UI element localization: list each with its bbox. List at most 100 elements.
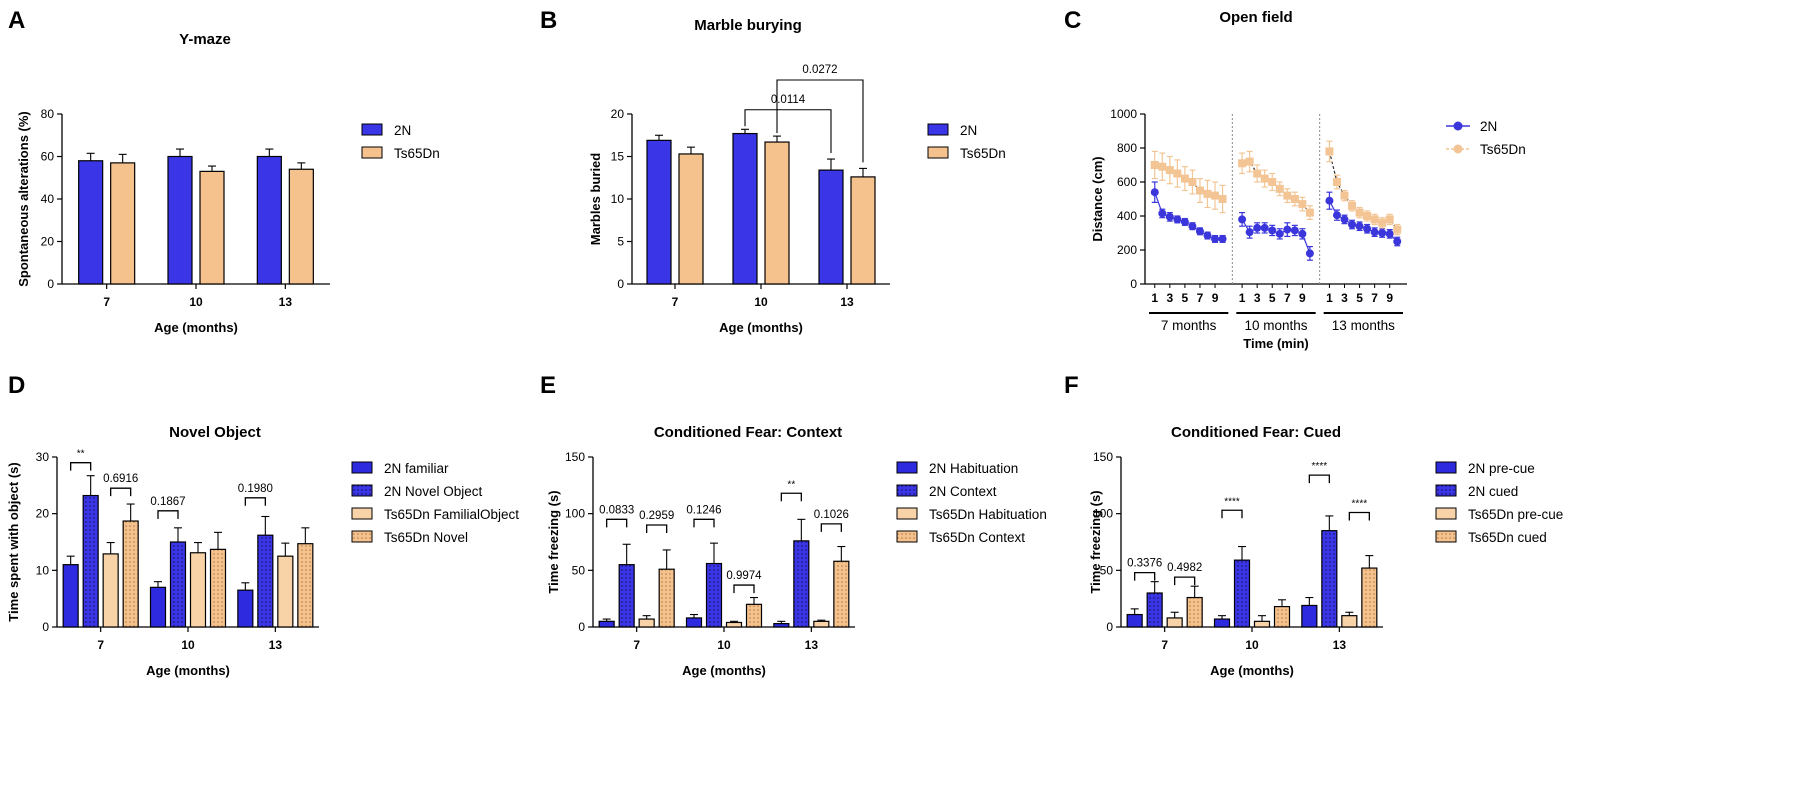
data-point (1325, 147, 1334, 156)
legend-label: 2N Context (929, 484, 997, 499)
significance-bracket (1134, 571, 1156, 581)
x-tick-label: 10 (754, 295, 768, 309)
significance-label: 0.1026 (814, 509, 849, 521)
data-point (1370, 215, 1379, 224)
x-tick-label: 13 (269, 638, 283, 652)
panel-title: Marble burying (694, 17, 802, 34)
significance-label: **** (1224, 496, 1240, 507)
bar (646, 139, 672, 285)
x-tick-label: 5 (1269, 291, 1276, 305)
data-point (1218, 234, 1227, 243)
data-point (1203, 231, 1212, 240)
data-point (1283, 225, 1292, 234)
data-point (1260, 174, 1269, 183)
bar (102, 553, 119, 628)
y-axis-title: Spontaneous alterations (%) (16, 111, 31, 287)
data-point (1260, 223, 1269, 232)
significance-bracket (244, 497, 266, 506)
bar (1273, 605, 1291, 628)
significance-bracket (646, 524, 668, 533)
x-tick-label: 9 (1299, 291, 1306, 305)
y-tick-label: 1000 (1110, 107, 1137, 121)
legend-label: 2N familiar (384, 461, 449, 476)
data-point (1150, 188, 1159, 197)
data-point (1245, 228, 1254, 237)
bar (1301, 604, 1318, 628)
bar (764, 141, 790, 285)
bar (658, 568, 675, 628)
bar (277, 555, 294, 628)
significance-bracket (776, 79, 864, 163)
significance-bracket (157, 510, 179, 519)
y-tick-label: 10 (36, 563, 50, 577)
data-point (1325, 196, 1334, 205)
y-tick-label: 0 (1130, 277, 1137, 291)
significance-label: 0.9974 (726, 570, 762, 582)
panel-letter: D (8, 372, 25, 399)
y-axis-title: Distance (cm) (1090, 156, 1105, 241)
x-tick-label: 13 (279, 295, 293, 309)
significance-label: 0.0114 (771, 94, 806, 106)
data-point (1195, 227, 1204, 236)
significance-bracket (1174, 576, 1196, 586)
data-point (1378, 229, 1387, 237)
x-tick-label: 5 (1356, 291, 1363, 305)
x-tick-label: 9 (1386, 291, 1393, 305)
legend-label: 2N pre-cue (1468, 461, 1535, 476)
data-point (1268, 226, 1277, 235)
bar (1233, 559, 1251, 628)
panel-letter: F (1064, 372, 1079, 399)
y-tick-label: 20 (41, 235, 55, 249)
bar (257, 534, 274, 628)
significance-label: 0.1867 (150, 496, 185, 508)
x-axis-title: Age (months) (719, 320, 803, 335)
data-point (1275, 184, 1284, 193)
y-tick-label: 5 (617, 235, 624, 249)
bar (618, 564, 635, 628)
x-tick-label: 7 (1371, 291, 1378, 305)
x-tick-label: 10 (189, 295, 203, 309)
significance-bracket (70, 462, 92, 471)
significance-label: 0.0833 (599, 504, 634, 516)
series-line (1241, 219, 1311, 254)
panel-C: C Open field 0 200 400 600 800 1000 Distance (cm… (1064, 7, 1526, 351)
x-tick-label: 5 (1182, 291, 1189, 305)
legend-swatch (361, 123, 383, 136)
data-point (1385, 229, 1394, 238)
data-point (1393, 237, 1402, 246)
bar (745, 603, 763, 628)
bar (818, 169, 844, 285)
x-tick-label: 10 (717, 638, 731, 652)
bar (793, 540, 810, 628)
data-point (1211, 191, 1220, 200)
y-tick-label: 0 (1106, 620, 1113, 634)
significance-label: **** (1352, 499, 1368, 510)
x-axis-title: Age (months) (146, 663, 230, 678)
data-point (1180, 217, 1189, 226)
legend-swatch (361, 146, 383, 159)
data-point (1158, 162, 1167, 171)
bar (1321, 530, 1338, 628)
legend-marker (1453, 144, 1463, 154)
x-tick-label: 1 (1239, 291, 1246, 305)
x-tick-label: 13 (1333, 638, 1347, 652)
data-point (1158, 209, 1167, 218)
bar (678, 153, 704, 285)
bar (850, 176, 876, 285)
legend-label: Ts65Dn FamilialObject (384, 507, 519, 522)
legend-swatch (1435, 507, 1457, 520)
legend-swatch (351, 461, 373, 474)
bar (1186, 596, 1203, 628)
data-point (1290, 195, 1299, 203)
panel-D: D Novel Object 0 10 20 30 Time spent with obje… (6, 372, 519, 678)
data-point (1188, 178, 1197, 186)
data-point (1253, 169, 1262, 178)
data-point (1268, 178, 1277, 186)
legend-swatch (351, 484, 373, 497)
panel-F: F Conditioned Fear: Cued 0 50 100 150 Time fre… (1064, 372, 1563, 678)
legend-label: 2N Habituation (929, 461, 1018, 476)
segment-label: 10 months (1244, 318, 1307, 333)
bar (288, 168, 314, 285)
bar (1213, 618, 1231, 628)
significance-label: 0.0272 (802, 64, 837, 76)
